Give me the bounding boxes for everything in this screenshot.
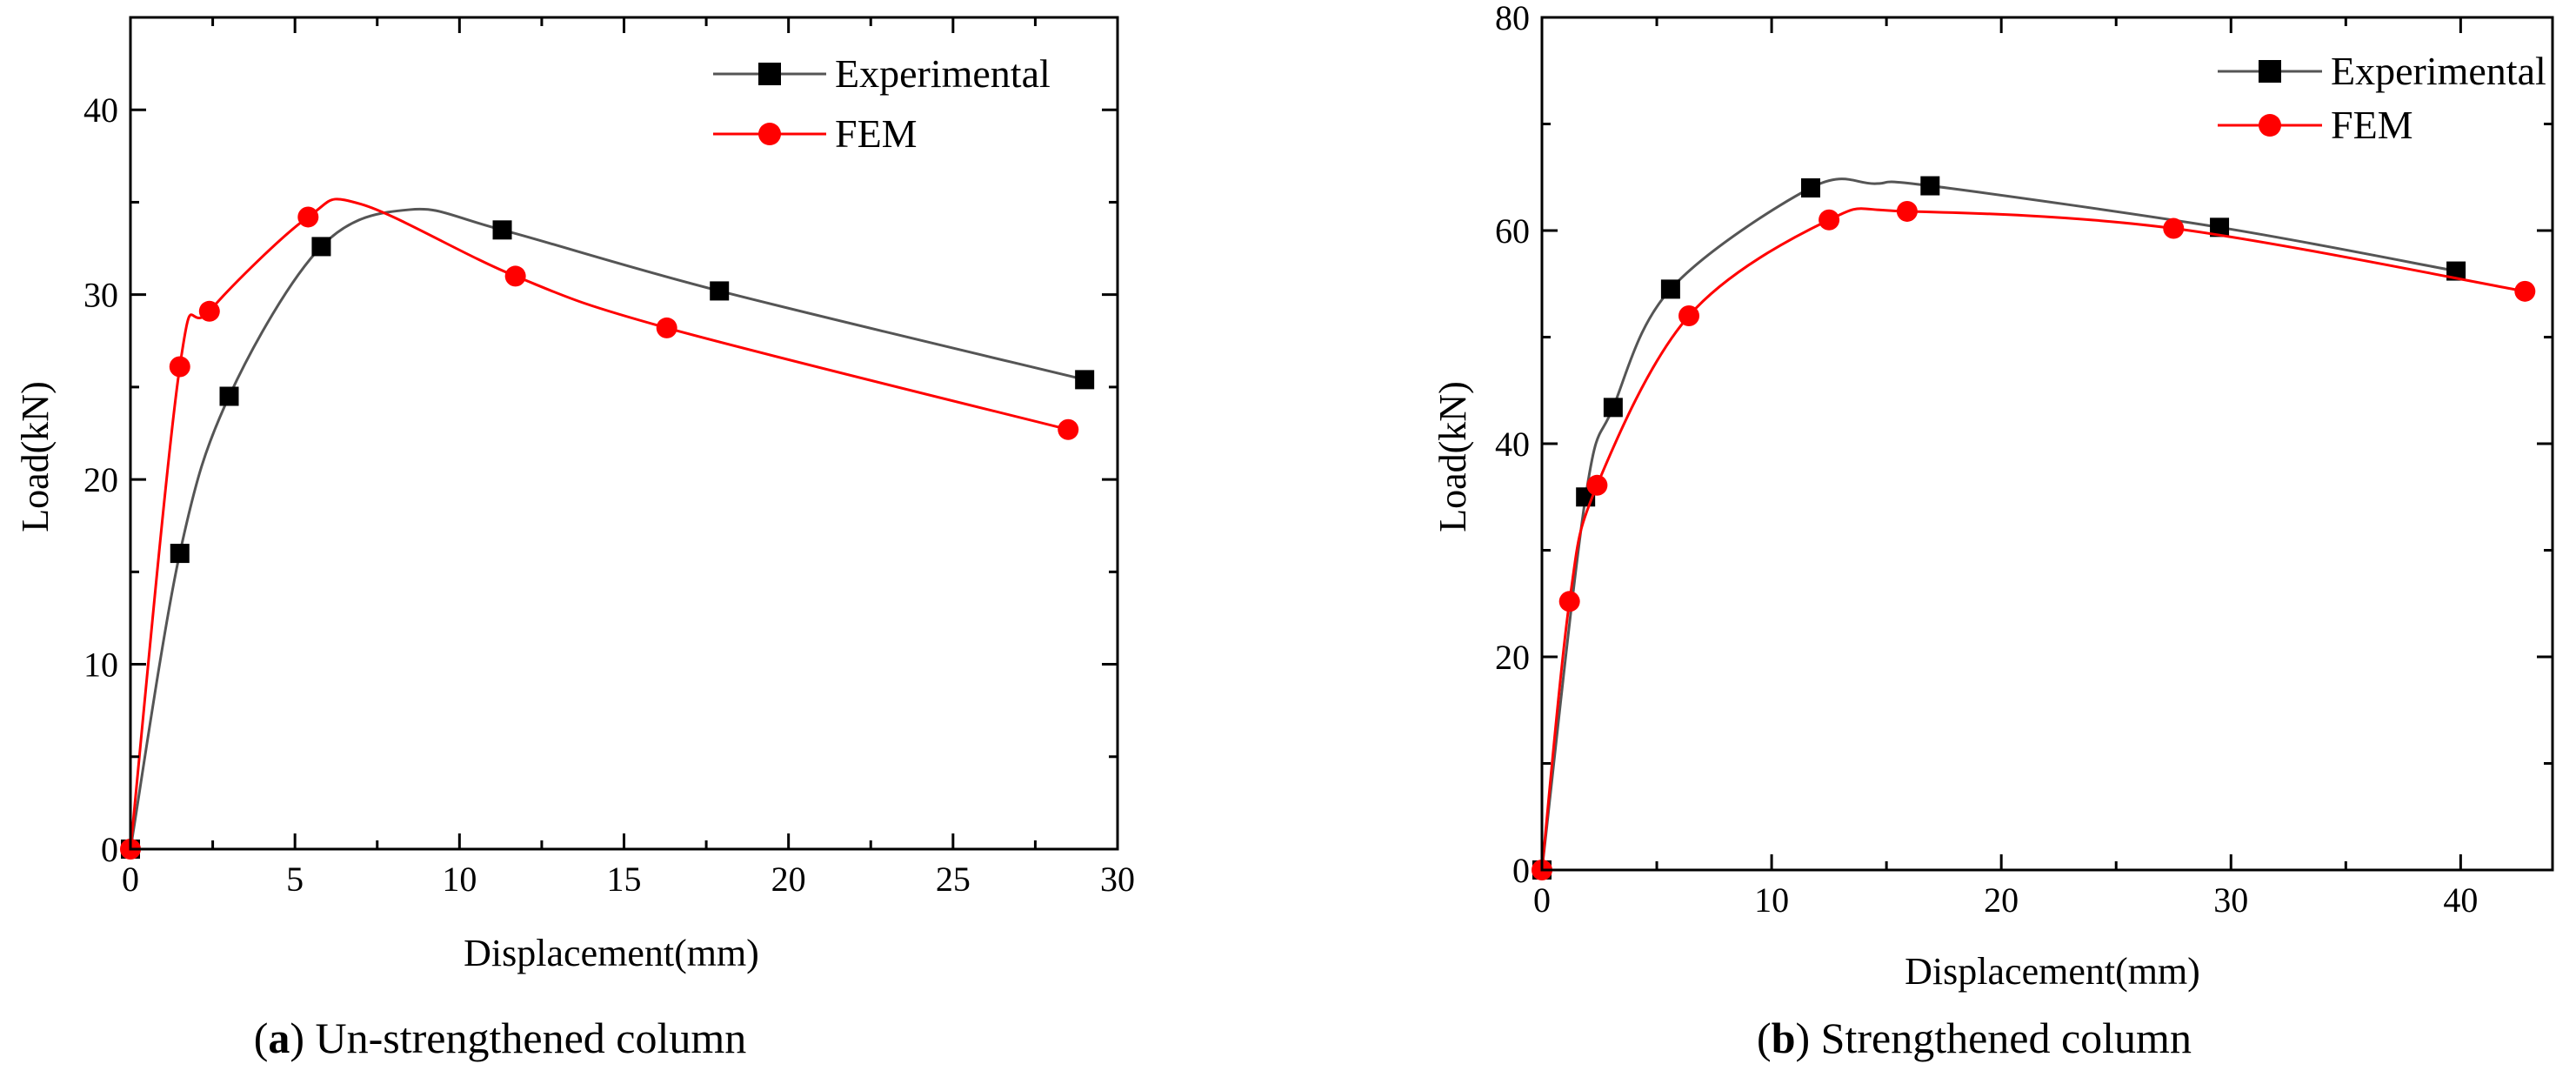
panel-b-x-tick-label: 30	[2213, 880, 2248, 920]
panel-a-series-fem-point	[297, 206, 319, 228]
panel-a-legend-experimental-label: Experimental	[835, 51, 1051, 96]
panel-b-x-tick-label: 40	[2443, 880, 2478, 920]
panel-a-y-axis-title: Load(kN)	[14, 381, 57, 532]
panel-b-series-fem-point	[2514, 280, 2536, 302]
panel-b-legend-experimental-marker	[2259, 60, 2281, 83]
panel-a-series-fem-point	[656, 317, 677, 338]
panel-b-series-experimental-point	[2446, 261, 2466, 281]
panel-a-caption: (a) Un-strengthened column	[254, 1014, 747, 1062]
panel-a-series-fem-point	[504, 265, 526, 287]
panel-b-series-experimental-point	[1920, 176, 1940, 196]
panel-a-y-tick-label: 40	[83, 90, 118, 130]
panel-a-y-tick-label: 20	[83, 460, 118, 499]
panel-b-x-tick-label: 0	[1533, 880, 1551, 920]
panel-b-series-fem-point	[1586, 474, 1608, 496]
panel-b-caption-text: Strengthened column	[1810, 1014, 2192, 1062]
panel-a-series-experimental-point	[492, 220, 512, 240]
panel-a-y-tick-label: 30	[83, 276, 118, 315]
panel-b-caption-label: b	[1772, 1014, 1796, 1062]
panel-a-series-experimental-point	[710, 281, 730, 301]
panel-a-x-tick-label: 10	[442, 860, 477, 899]
panel-a-series-fem-line	[129, 197, 1069, 850]
panel-a-caption-text: Un-strengthened column	[304, 1014, 746, 1062]
panel-a-legend-experimental-marker	[758, 63, 781, 85]
panel-b-y-tick-label: 40	[1495, 425, 1530, 464]
panel-b-series-fem-point	[1819, 209, 1840, 231]
panel-a-y-tick-label: 0	[101, 830, 118, 869]
panel-b-series-fem-point	[1558, 591, 1580, 612]
panel-a-series-experimental-point	[170, 544, 190, 564]
panel-b-axes: 0 10 20 30 40 0 20 40 60 80	[1495, 0, 2554, 920]
panel-a-series-experimental-point	[1075, 370, 1095, 390]
panel-a-x-tick-label: 0	[122, 860, 139, 899]
panel-b-legend-fem-label: FEM	[2331, 103, 2413, 147]
panel-a-series-fem-point	[1058, 418, 1079, 440]
panel-b-legend-fem-marker	[2259, 114, 2281, 137]
panel-a-series-fem-point	[169, 356, 190, 378]
panel-a-chart: 0 5 10 15 20 25 30 0 10 20 30 40 Displacement(mm) L…	[14, 16, 1135, 1062]
panel-a-x-tick-label: 15	[607, 860, 642, 899]
panel-a-caption-close: )	[290, 1014, 304, 1062]
panel-a-x-tick-label: 5	[286, 860, 304, 899]
panel-a-series-fem-point	[198, 300, 220, 322]
panel-b-x-tick-label: 10	[1754, 880, 1789, 920]
panel-a-series-experimental-point	[219, 386, 239, 406]
panel-b-y-tick-label: 0	[1512, 851, 1530, 890]
panel-a-x-tick-label: 20	[771, 860, 806, 899]
panel-b-y-tick-label: 20	[1495, 638, 1530, 677]
panel-a-frame	[129, 16, 1119, 851]
panel-a-y-tick-label: 10	[83, 646, 118, 685]
panel-b-y-tick-label: 80	[1495, 0, 1530, 37]
panel-a-series-experimental-line	[129, 207, 1085, 850]
panel-b-chart: 0 10 20 30 40 0 20 40 60 80 Displacement(mm) Load…	[1431, 0, 2554, 1062]
panel-a-legend: Experimental FEM	[713, 51, 1051, 156]
panel-b-y-axis-title: Load(kN)	[1431, 381, 1474, 532]
panel-a-series-experimental-point	[311, 237, 331, 257]
panel-b-series-fem-point	[1678, 305, 1700, 326]
panel-b-legend-experimental-label: Experimental	[2331, 49, 2546, 93]
panel-b-series-fem-point	[2163, 217, 2185, 239]
panel-b-plot-area	[1532, 176, 2536, 880]
panel-b-caption: (b) Strengthened column	[1757, 1014, 2192, 1062]
panel-a-axes: 0 5 10 15 20 25 30 0 10 20 30 40	[83, 16, 1135, 899]
panel-a-legend-fem-label: FEM	[835, 111, 918, 156]
panel-a-legend-fem-marker	[758, 123, 781, 145]
panel-a-x-axis-title: Displacement(mm)	[464, 932, 759, 974]
panel-b-series-experimental-point	[1660, 279, 1680, 299]
panel-b-series-experimental-point	[2210, 217, 2230, 238]
panel-b-y-tick-label: 60	[1495, 211, 1530, 251]
panel-a-plot-area	[120, 197, 1095, 860]
panel-b-series-experimental-point	[1603, 398, 1623, 418]
panel-a-x-tick-label: 25	[936, 860, 971, 899]
panel-b-x-tick-label: 20	[1984, 880, 2019, 920]
panel-a-x-tick-label: 30	[1100, 860, 1135, 899]
panel-a-caption-label: a	[268, 1014, 290, 1062]
panel-a-caption-open: (	[254, 1014, 269, 1062]
panel-b-series-experimental-point	[1800, 178, 1820, 197]
panel-b-caption-close: )	[1796, 1014, 1811, 1062]
panel-b-x-axis-title: Displacement(mm)	[1905, 950, 2200, 993]
panel-b-caption-open: (	[1757, 1014, 1772, 1062]
panel-b-series-fem-point	[1896, 200, 1918, 222]
panel-b-legend: Experimental FEM	[2218, 49, 2546, 147]
